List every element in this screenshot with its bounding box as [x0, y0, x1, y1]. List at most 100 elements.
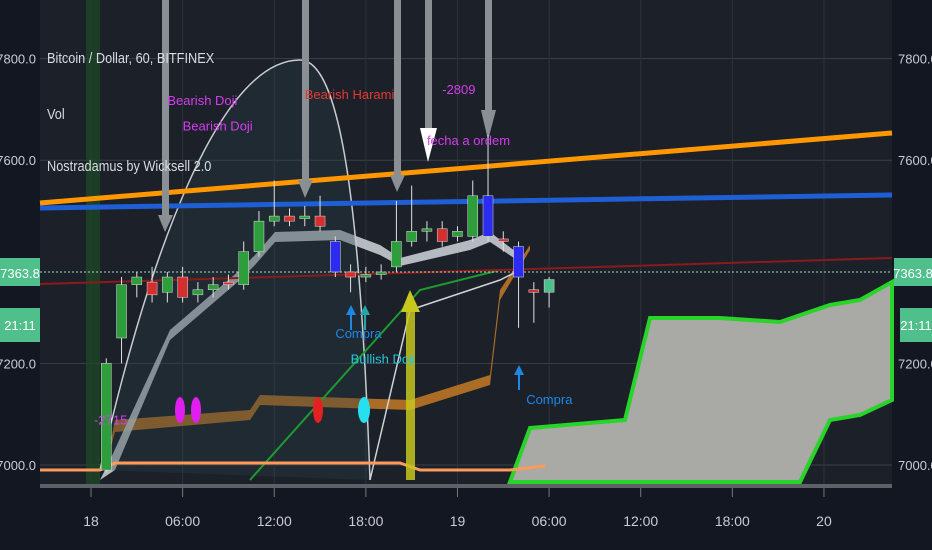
candle-body[interactable]: [238, 251, 249, 285]
candle-body[interactable]: [360, 274, 372, 278]
candle-body[interactable]: [406, 231, 417, 242]
harami-marker: [313, 397, 323, 423]
annotations: Bearish Harami -2809 fecha a ordem Bearish …: [94, 82, 573, 427]
indicator-vol[interactable]: Vol: [47, 106, 65, 123]
candle-body[interactable]: [223, 281, 234, 285]
highlight-band: [86, 0, 100, 487]
arrow-up-icon: [401, 290, 420, 312]
arrow-down-icon: [302, 0, 309, 180]
annotation-label: Bearish Doji: [183, 118, 253, 133]
green-line: [249, 269, 501, 481]
x-tick-label: 20: [816, 513, 832, 529]
arrow-down-icon: [390, 175, 405, 192]
doji-marker: [191, 397, 201, 423]
x-tick-label: 18:00: [348, 513, 383, 529]
annotation-label: -2809: [442, 82, 475, 97]
annotation-label: Bullish Doji: [351, 351, 415, 366]
annotation-label: Bearish Doji: [167, 93, 237, 108]
orange-trendline[interactable]: [39, 130, 893, 206]
y-tick-label: 7000.0: [0, 458, 36, 473]
candle-body[interactable]: [467, 195, 478, 237]
plot-bottom-border: [40, 484, 892, 488]
countdown-label-left: 21:11: [4, 318, 36, 333]
y-tick-label-right: 7800.0: [898, 52, 932, 67]
arrow-down-icon: [485, 0, 492, 112]
candle-body[interactable]: [299, 215, 311, 219]
x-tick-label: 18:00: [715, 513, 750, 529]
annotation-label: Bearish Harami: [305, 87, 395, 102]
candle-body[interactable]: [207, 284, 219, 290]
symbol-title[interactable]: Bitcoin / Dollar, 60, BITFINEX: [47, 50, 215, 67]
orange-band: [105, 245, 530, 470]
arrow-down-icon: [162, 0, 169, 215]
blue-trendline[interactable]: [39, 192, 893, 211]
y-tick-label: 7200.0: [0, 356, 36, 371]
candle-body[interactable]: [131, 276, 143, 285]
current-price-label-left: 7363.8: [0, 266, 40, 281]
candle-body[interactable]: [116, 284, 127, 339]
arrow-down-icon: [481, 110, 496, 140]
price-badge: 7363.8 7363.8 21:11 21:11: [0, 258, 932, 342]
x-tick-label: 12:00: [257, 513, 292, 529]
candle-body[interactable]: [513, 246, 524, 278]
candle-body[interactable]: [330, 241, 341, 273]
candle-body[interactable]: [528, 289, 540, 293]
candle-body[interactable]: [177, 276, 188, 298]
annotation-label: Compra: [526, 392, 573, 407]
candle-body[interactable]: [543, 279, 555, 293]
arrow-up-icon: [346, 305, 356, 330]
countdown-badge-right: [900, 308, 932, 342]
arrow-down-icon: [158, 215, 173, 232]
annotation-label: -2715: [94, 412, 127, 427]
time-axis[interactable]: 18 06:00 12:00 18:00 19 06:00 12:00 18:00 20: [83, 488, 832, 529]
signal-arrows: [158, 0, 524, 480]
price-axis[interactable]: 7800.0 7800.0 7600.0 7600.0 7200.0 7200.0 7000…: [0, 52, 932, 473]
candle-body[interactable]: [498, 238, 509, 242]
y-tick-label: 7600.0: [0, 153, 36, 168]
indicator-nostradamus[interactable]: Nostradamus by Wicksell 2.0: [47, 158, 212, 175]
candle-body[interactable]: [253, 220, 265, 252]
price-badge-left: [0, 258, 40, 286]
current-price-label: 7363.8: [893, 266, 932, 281]
candle-body[interactable]: [345, 271, 356, 278]
annotation-label: Compra: [335, 326, 382, 341]
arrow-down-icon: [298, 180, 313, 198]
doji-marker: [175, 397, 185, 423]
y-tick-label-right: 7600.0: [898, 153, 932, 168]
x-tick-label: 19: [450, 513, 466, 529]
arrow-down-icon: [394, 0, 401, 175]
orange-baseline: [40, 461, 546, 472]
candle-body[interactable]: [421, 228, 433, 232]
candle-body[interactable]: [162, 276, 173, 293]
candle-body[interactable]: [284, 215, 295, 222]
candle-body[interactable]: [146, 281, 158, 296]
price-badge-right: [894, 258, 932, 286]
candle-body[interactable]: [268, 215, 280, 222]
candle-body[interactable]: [375, 271, 387, 275]
x-tick-label: 06:00: [165, 513, 200, 529]
arrow-up-icon: [360, 305, 370, 330]
x-tick-label: 18: [83, 513, 99, 529]
candle-body[interactable]: [314, 215, 326, 227]
candle-body[interactable]: [101, 363, 112, 471]
candle-body[interactable]: [452, 231, 463, 237]
white-line: [369, 269, 521, 481]
x-tick-label: 06:00: [532, 513, 567, 529]
bullish-doji-marker: [358, 397, 370, 423]
cloud: [507, 278, 894, 484]
countdown-label: 21:11: [900, 318, 932, 333]
arrow-down-icon: [420, 128, 437, 162]
x-tick-label: 12:00: [623, 513, 658, 529]
countdown-badge-left: [0, 308, 40, 342]
candles: [101, 134, 555, 473]
candle-body[interactable]: [482, 195, 494, 237]
arrow-up-icon: [514, 365, 524, 390]
y-tick-label-right: 7200.0: [898, 356, 932, 371]
candle-body[interactable]: [436, 228, 448, 242]
candle-body[interactable]: [192, 289, 204, 296]
y-tick-label-right: 7000.0: [898, 458, 932, 473]
arrow-down-icon: [425, 0, 432, 130]
candle-body[interactable]: [391, 241, 402, 268]
